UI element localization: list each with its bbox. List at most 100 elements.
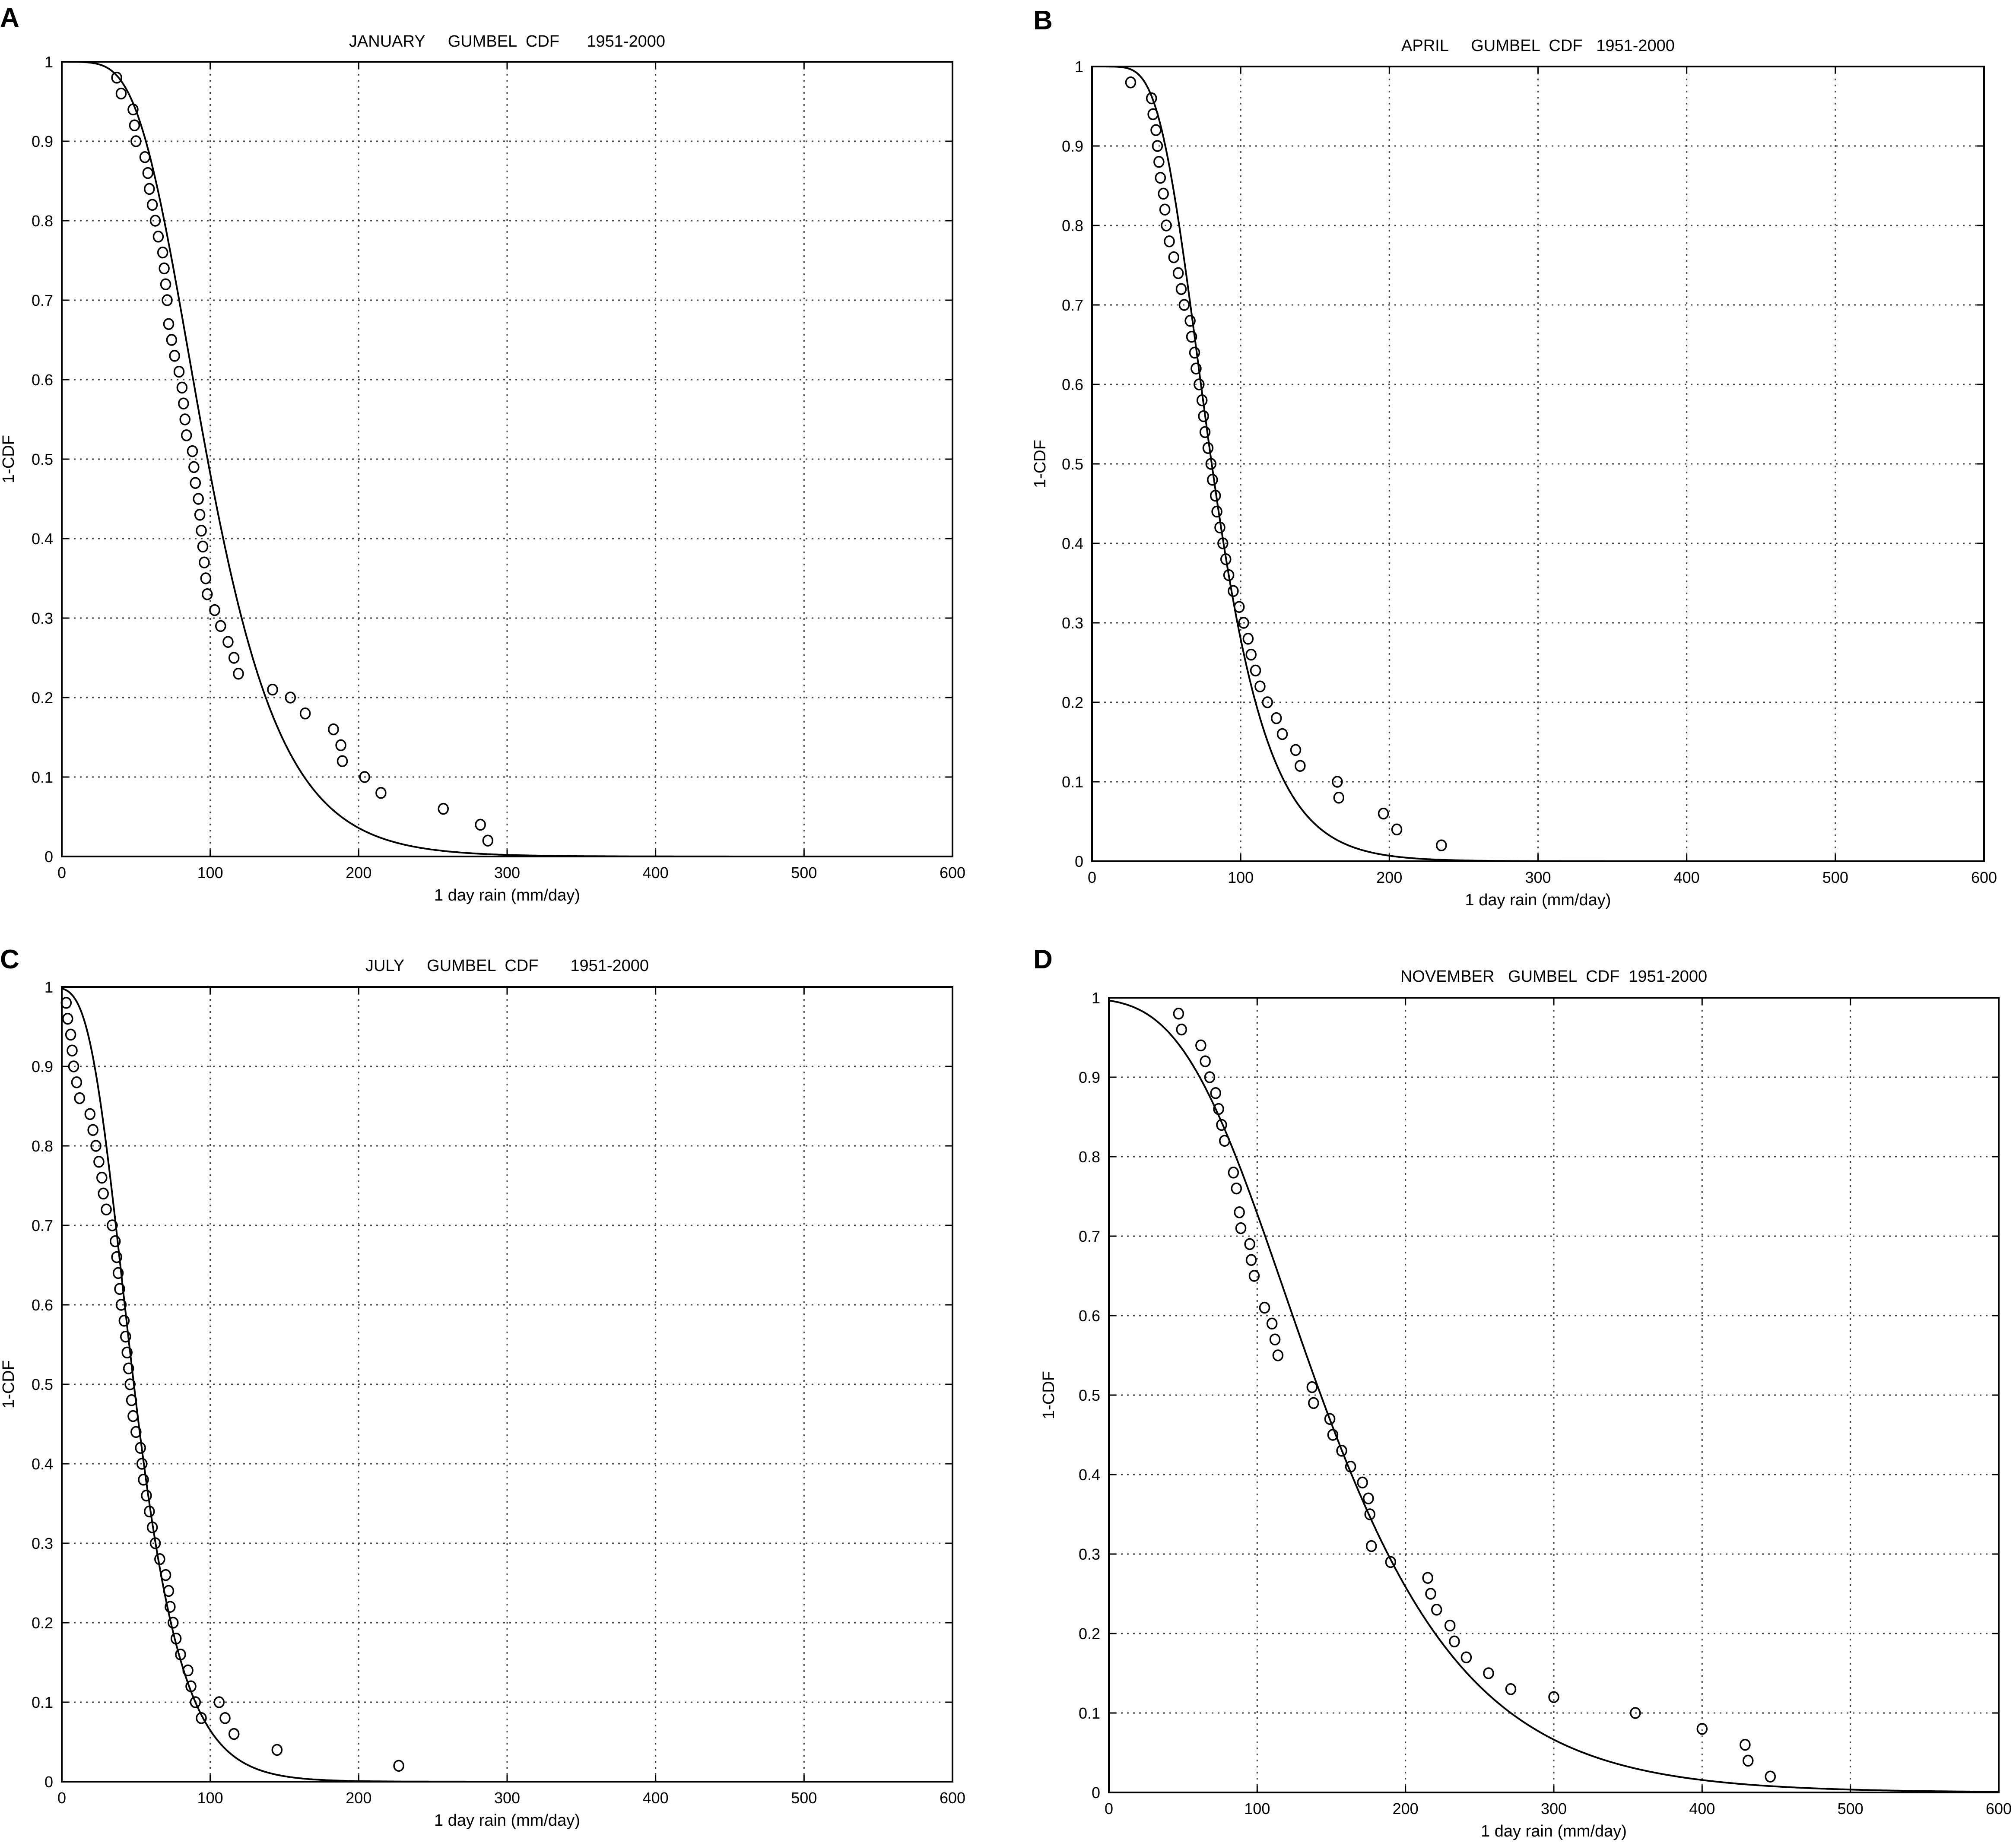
- observed-point: [144, 183, 155, 195]
- y-axis-label: 1-CDF: [0, 1360, 18, 1408]
- observed-point: [74, 1092, 85, 1104]
- x-tick-label: 100: [1228, 869, 1254, 886]
- observed-point: [1743, 1754, 1754, 1767]
- x-tick-label: 600: [940, 1789, 965, 1807]
- y-tick-label: 0.1: [32, 1694, 53, 1711]
- observed-point: [1178, 299, 1190, 311]
- observed-point: [178, 397, 189, 409]
- y-tick-label: 0.4: [1062, 535, 1083, 552]
- chart-panel-a: A JANUARY GUMBEL CDF 1951-2000 0 100 200 300 4…: [0, 3, 965, 904]
- y-tick-label: 0: [1075, 853, 1083, 870]
- y-tick-label: 0.5: [1062, 455, 1083, 473]
- y-tick-label: 0.1: [32, 768, 53, 786]
- observed-point: [209, 604, 220, 616]
- grid: [1092, 67, 1984, 861]
- observed-point: [1228, 585, 1239, 597]
- observed-point: [168, 1617, 179, 1629]
- observed-point: [1217, 537, 1229, 549]
- observed-point: [98, 1187, 109, 1200]
- observed-point: [1483, 1667, 1494, 1679]
- y-tick-label: 0.2: [32, 1614, 53, 1632]
- observed-point: [233, 668, 244, 680]
- observed-point: [123, 1362, 134, 1374]
- y-tick-label: 1: [1092, 989, 1100, 1007]
- observed-point: [193, 493, 204, 505]
- x-tick-label: 500: [791, 1789, 817, 1807]
- observed-point: [1176, 1023, 1187, 1036]
- y-tick-label: 0.1: [1079, 1704, 1100, 1722]
- observed-point: [1228, 1167, 1239, 1179]
- observed-point: [359, 771, 370, 783]
- observed-point: [176, 381, 188, 394]
- observed-point: [96, 1171, 108, 1184]
- observed-point: [1254, 680, 1266, 692]
- y-tick-label: 0.1: [1062, 773, 1083, 791]
- observed-point: [1244, 1238, 1255, 1250]
- observed-point: [299, 707, 311, 720]
- observed-point: [93, 1156, 105, 1168]
- observed-point: [1210, 489, 1221, 502]
- observed-point: [1357, 1476, 1368, 1489]
- observed-point: [190, 477, 201, 489]
- y-tick-label: 0.9: [32, 1058, 53, 1075]
- observed-point: [1449, 1635, 1460, 1648]
- observed-point: [115, 1299, 127, 1311]
- observed-point: [1444, 1619, 1456, 1632]
- observed-point: [1161, 219, 1172, 232]
- observed-point: [215, 620, 226, 632]
- observed-point: [1548, 1691, 1559, 1703]
- observed-point: [129, 119, 140, 131]
- observed-point: [1200, 1055, 1211, 1067]
- observed-point: [169, 350, 180, 362]
- x-axis-label: 1 day rain (mm/day): [434, 886, 580, 904]
- x-tick-label: 300: [494, 864, 520, 882]
- observed-point: [222, 636, 234, 648]
- observed-point: [185, 1680, 197, 1692]
- observed-point: [1231, 1182, 1242, 1195]
- y-tick-label: 0.6: [32, 371, 53, 389]
- x-axis-label: 1 day rain (mm/day): [1481, 1822, 1627, 1840]
- observed-point: [120, 1330, 131, 1343]
- observed-point: [1460, 1651, 1472, 1663]
- observed-point: [1630, 1707, 1641, 1719]
- observed-point: [1363, 1492, 1374, 1504]
- observed-point: [1194, 378, 1205, 390]
- observed-point: [1245, 648, 1257, 661]
- x-tick-label: 0: [1088, 869, 1096, 886]
- gumbel-fit-line: [1092, 66, 1984, 862]
- observed-point: [179, 413, 190, 425]
- observed-point: [165, 1601, 176, 1613]
- observed-point: [1195, 1039, 1206, 1052]
- observed-point: [1204, 1071, 1216, 1083]
- observed-point: [1191, 362, 1202, 374]
- observed-point: [1186, 330, 1197, 343]
- observed-point: [141, 1489, 152, 1502]
- y-tick-label: 0.8: [1079, 1148, 1100, 1166]
- observed-point: [149, 215, 161, 227]
- observed-point: [146, 199, 158, 211]
- observed-point: [1189, 346, 1200, 359]
- observed-point: [1213, 1103, 1224, 1115]
- observed-point: [228, 652, 240, 664]
- y-tick-label: 0.3: [1062, 614, 1083, 632]
- observed-point: [115, 87, 127, 100]
- observed-point: [136, 1458, 148, 1470]
- observed-point: [1276, 728, 1288, 740]
- observed-point: [138, 1474, 149, 1486]
- observed-point: [1306, 1381, 1318, 1393]
- observed-point: [1425, 1588, 1436, 1600]
- observed-point: [107, 1219, 118, 1231]
- x-tick-label: 400: [643, 1789, 669, 1807]
- observed-point: [68, 1060, 79, 1072]
- observed-point: [71, 1076, 83, 1088]
- observed-point: [194, 509, 206, 521]
- observed-point: [142, 167, 154, 179]
- observed-point: [111, 72, 122, 84]
- observed-point: [1696, 1723, 1708, 1735]
- gumbel-fit-line: [1108, 999, 1999, 1793]
- observed-point: [475, 818, 486, 831]
- y-tick-label: 0.2: [32, 689, 53, 707]
- observed-point: [1422, 1572, 1433, 1584]
- observed-point: [1205, 458, 1217, 470]
- observed-point: [1153, 156, 1165, 168]
